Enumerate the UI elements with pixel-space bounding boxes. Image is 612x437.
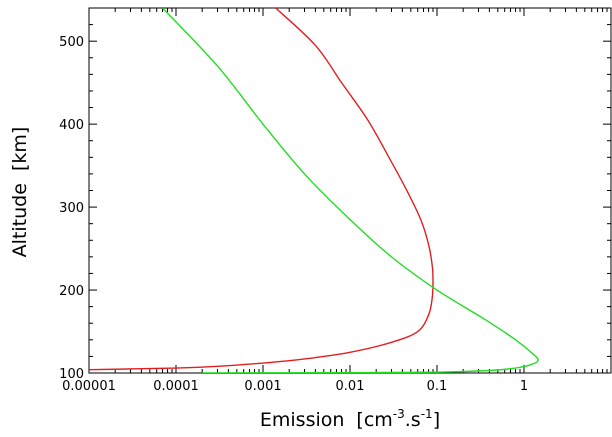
x-axis-units-close: ] bbox=[433, 409, 440, 431]
tick-labels: 0.00001 0.0001 0.001 0.01 0.1 1 100 200 300 400 50… bbox=[59, 35, 528, 394]
axes bbox=[88, 7, 612, 374]
x-axis-title-main: Emission bbox=[260, 409, 345, 431]
x-axis-title: Emission [cm-3.s-1] bbox=[260, 407, 440, 431]
x-tick-label: 1 bbox=[520, 379, 528, 394]
x-axis-units-open: [cm bbox=[356, 409, 392, 431]
green-emission-line bbox=[162, 8, 539, 373]
axis-ticks bbox=[88, 7, 611, 374]
y-tick-label: 500 bbox=[59, 35, 84, 50]
y-tick-label: 200 bbox=[59, 284, 84, 299]
x-axis-units-exp1: -3 bbox=[393, 407, 405, 421]
x-axis-units-exp2: -1 bbox=[421, 407, 433, 421]
x-tick-label: 0.01 bbox=[336, 379, 365, 394]
y-tick-label: 400 bbox=[59, 118, 84, 133]
y-tick-label: 100 bbox=[59, 367, 84, 382]
x-tick-label: 0.0001 bbox=[153, 379, 199, 394]
y-tick-label: 300 bbox=[59, 201, 84, 216]
x-axis-units-mid: .s bbox=[405, 409, 421, 431]
x-tick-label: 0.001 bbox=[244, 379, 281, 394]
y-axis-title: Altitude [km] bbox=[9, 127, 31, 258]
x-tick-label: 0.00001 bbox=[62, 379, 116, 394]
plot-frame bbox=[88, 7, 612, 374]
series-lines bbox=[89, 8, 539, 373]
x-tick-label: 0.1 bbox=[427, 379, 448, 394]
red-emission-line bbox=[89, 8, 434, 371]
